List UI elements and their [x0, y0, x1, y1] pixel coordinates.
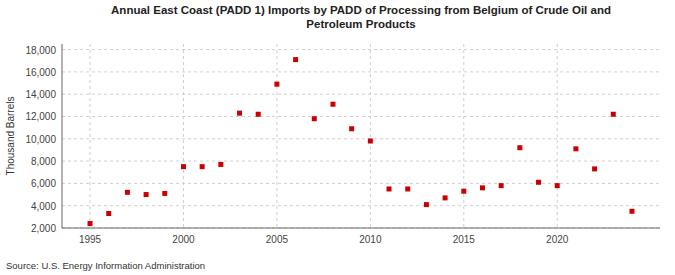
point [611, 112, 616, 117]
point [387, 186, 392, 191]
x-tick-label: 2005 [266, 234, 289, 245]
point [461, 189, 466, 194]
point [218, 162, 223, 167]
point [592, 166, 597, 171]
point [499, 183, 504, 188]
y-grid-line [62, 138, 660, 139]
point [536, 180, 541, 185]
point [349, 126, 354, 131]
points [88, 57, 635, 226]
x-grid-line [463, 44, 464, 228]
point [629, 209, 634, 214]
y-grid-line [62, 71, 660, 72]
x-tick-label: 2010 [359, 234, 382, 245]
point [88, 221, 93, 226]
point [555, 183, 560, 188]
x-grid-line [557, 44, 558, 228]
x-axis-line [62, 228, 660, 229]
x-grid-line [183, 44, 184, 228]
x-grid-line [90, 44, 91, 228]
y-tick-label: 4,000 [31, 201, 56, 212]
grid [62, 44, 660, 228]
point [106, 211, 111, 216]
y-axis-label: Thousand Barrels [5, 97, 16, 176]
y-tick-label: 16,000 [25, 67, 56, 78]
y-tick-label: 10,000 [25, 134, 56, 145]
y-tick-label: 6,000 [31, 178, 56, 189]
point [200, 164, 205, 169]
y-tick-label: 12,000 [25, 111, 56, 122]
x-tick-label: 2020 [546, 234, 569, 245]
point [312, 116, 317, 121]
point [517, 145, 522, 150]
y-axis-line [62, 44, 63, 228]
point [573, 146, 578, 151]
x-tick-label: 1995 [79, 234, 102, 245]
point [480, 185, 485, 190]
title: Annual East Coast (PADD 1) Imports by PA… [111, 4, 611, 30]
y-grid-line [62, 183, 660, 184]
point [162, 191, 167, 196]
source-note: Source: U.S. Energy Information Administ… [6, 260, 205, 271]
point [330, 102, 335, 107]
point [256, 112, 261, 117]
x-tick-label: 2000 [172, 234, 195, 245]
point [144, 192, 149, 197]
y-tick-label: 2,000 [31, 223, 56, 234]
y-grid-line [62, 228, 660, 229]
x-grid-line [370, 44, 371, 228]
point [293, 57, 298, 62]
point [405, 186, 410, 191]
title-line: Petroleum Products [306, 18, 415, 30]
point [125, 190, 130, 195]
point [237, 111, 242, 116]
point [181, 164, 186, 169]
title-line: Annual East Coast (PADD 1) Imports by PA… [111, 4, 611, 16]
point [424, 202, 429, 207]
point [443, 195, 448, 200]
point [274, 82, 279, 87]
y-grid-line [62, 49, 660, 50]
point [368, 139, 373, 144]
y-grid-line [62, 94, 660, 95]
y-tick-label: 8,000 [31, 156, 56, 167]
x-grid-line [276, 44, 277, 228]
y-tick-label: 18,000 [25, 45, 56, 56]
y-grid-line [62, 116, 660, 117]
y-grid-line [62, 205, 660, 206]
x-tick-label: 2015 [453, 234, 476, 245]
y-grid-line [62, 161, 660, 162]
chart: Annual East Coast (PADD 1) Imports by PA… [0, 0, 675, 275]
y-tick-label: 14,000 [25, 89, 56, 100]
